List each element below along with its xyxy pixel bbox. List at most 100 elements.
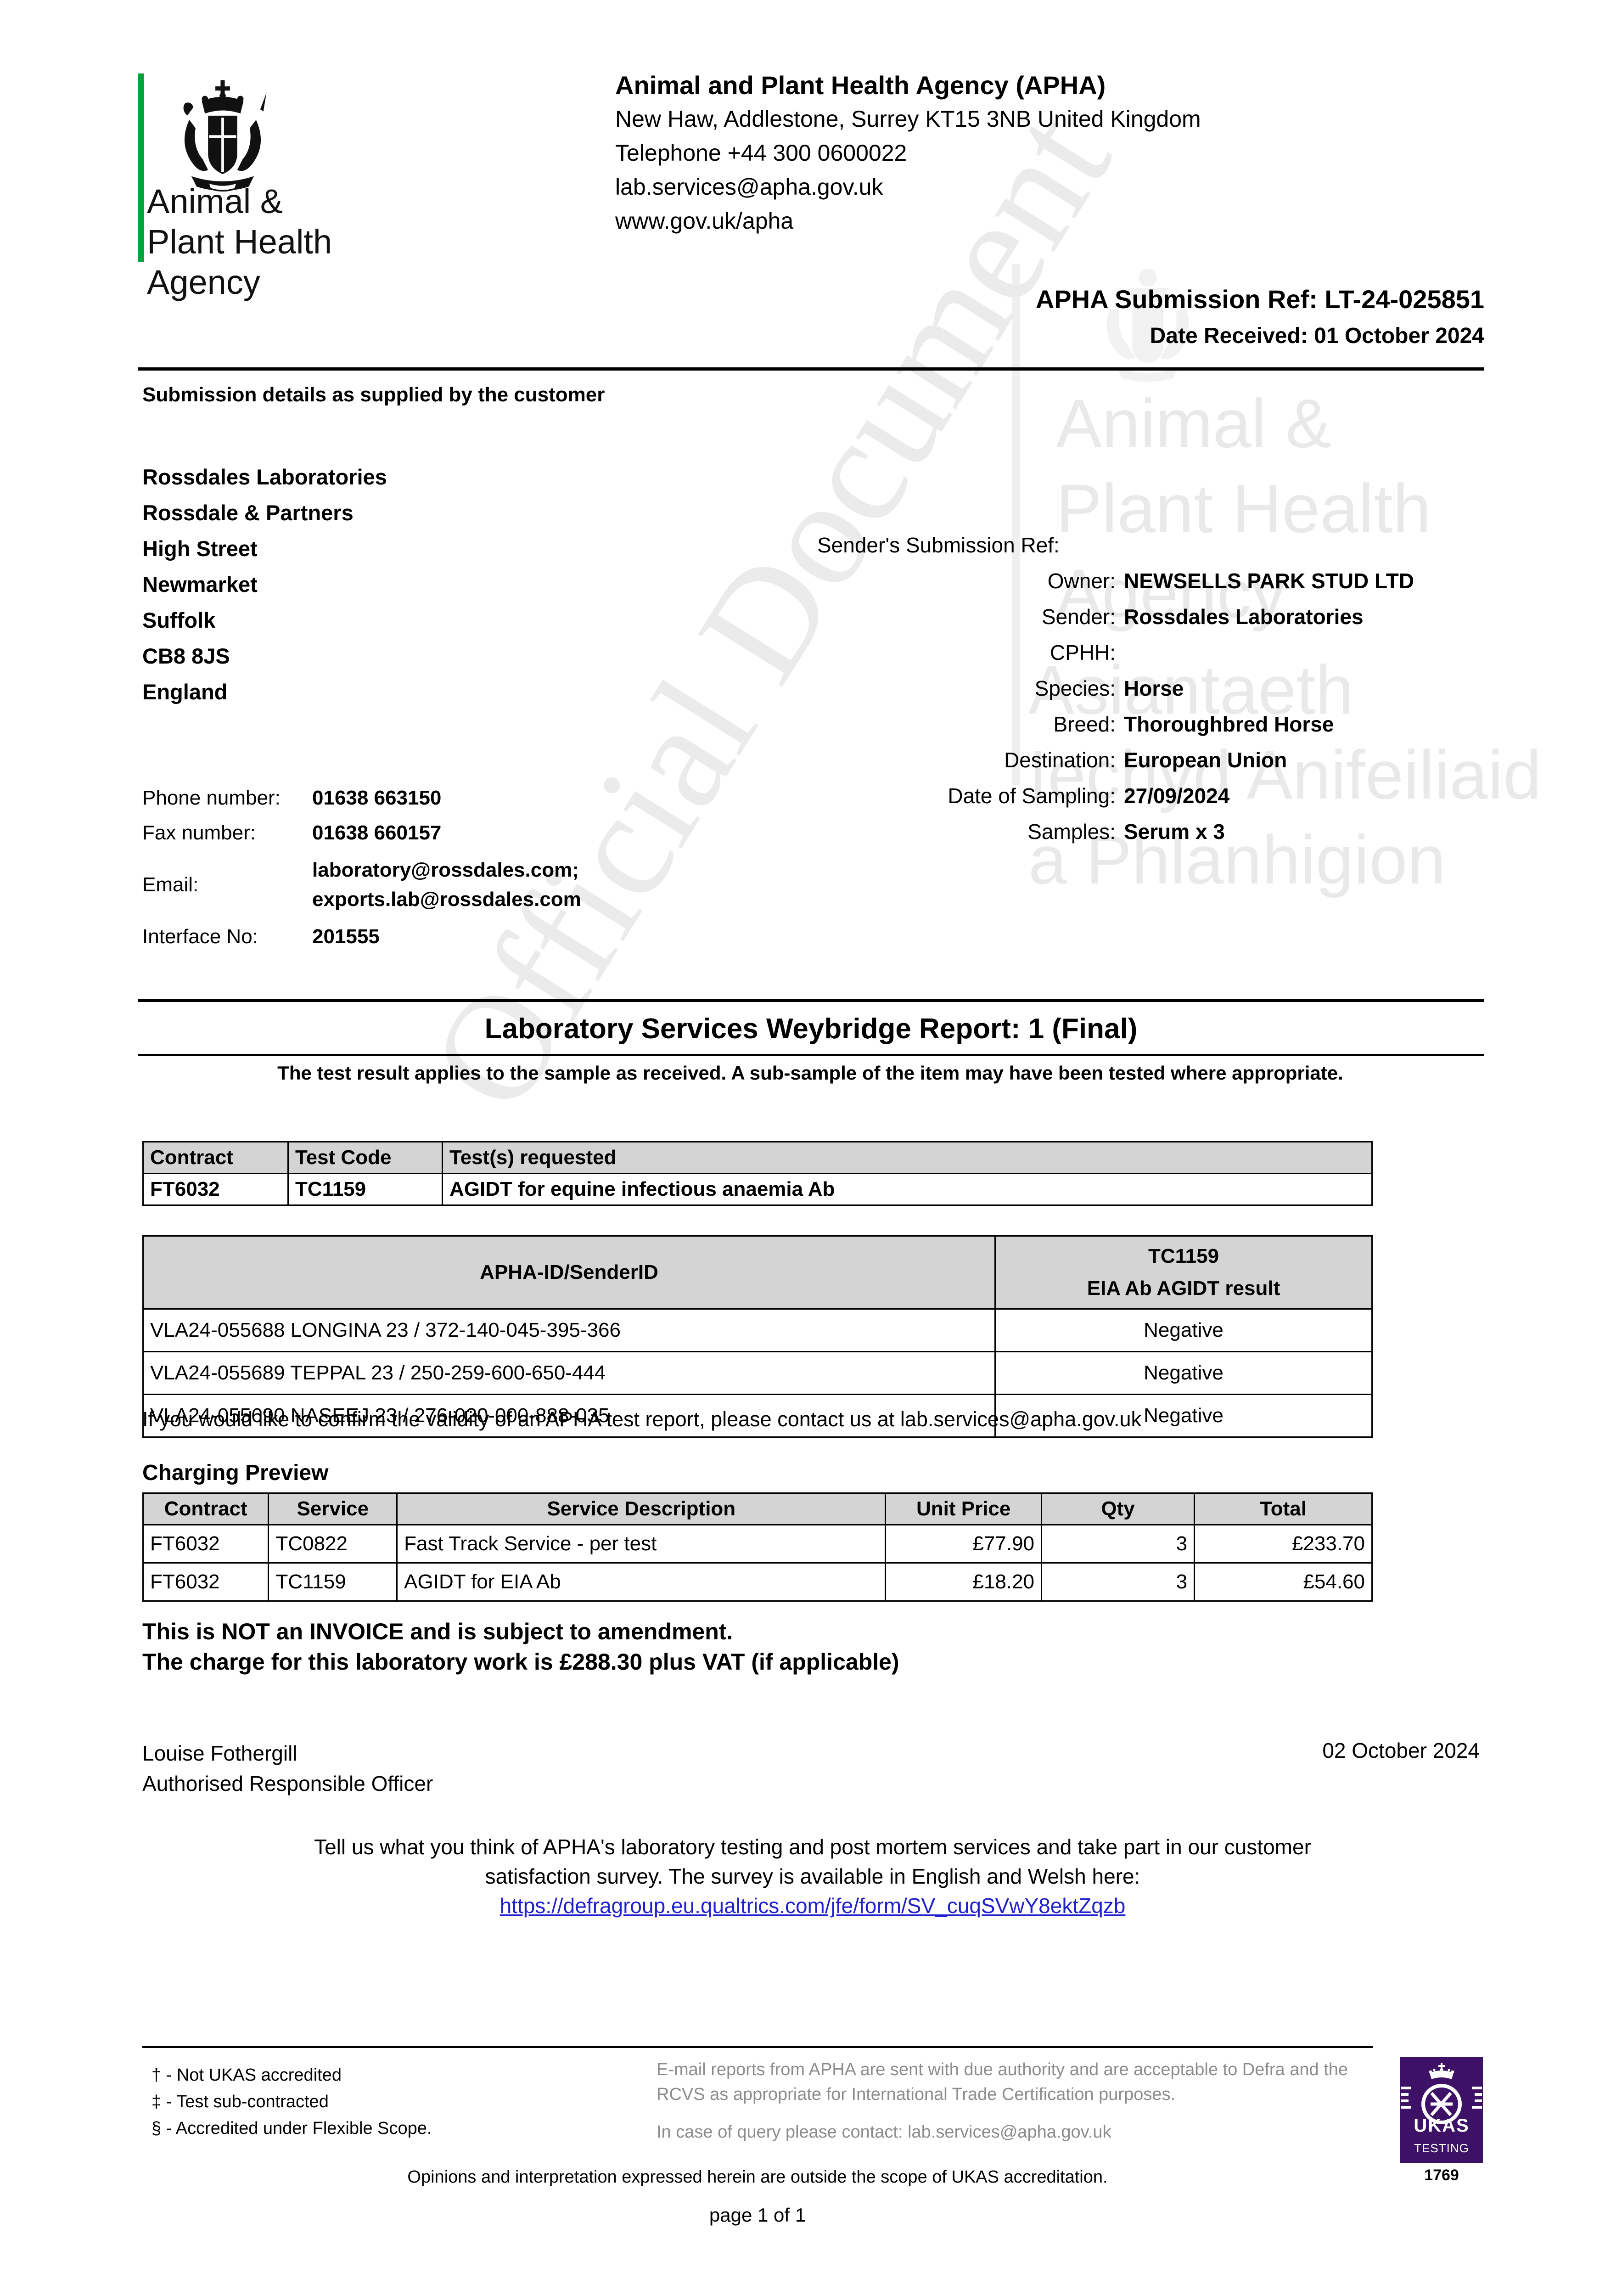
th-result-name: EIA Ab AGIDT result [1087, 1277, 1280, 1300]
table-row: VLA24-055688 LONGINA 23 / 372-140-045-39… [142, 1308, 1373, 1352]
report-disclaimer: The test result applies to the sample as… [277, 1062, 1343, 1084]
agency-address: New Haw, Addlestone, Surrey KT15 3NB Uni… [615, 106, 1201, 132]
cell-unit-price: £77.90 [885, 1524, 1043, 1564]
signature-block: Louise Fothergill Authorised Responsible… [142, 1738, 433, 1799]
table-row: FT6032 TC0822 Fast Track Service - per t… [142, 1524, 1373, 1564]
th-contract: Contract [142, 1492, 269, 1525]
th-tests-requested: Test(s) requested [442, 1141, 1373, 1174]
signatory-role: Authorised Responsible Officer [142, 1772, 433, 1795]
fax-label: Fax number: [142, 822, 256, 844]
cell-sample-id: VLA24-055689 TEPPAL 23 / 250-259-600-650… [142, 1351, 996, 1395]
meta-row-owner: Owner: NEWSELLS PARK STUD LTD [817, 568, 1487, 604]
cell-result: Negative [994, 1394, 1373, 1438]
watermark-divider-bar [1012, 264, 1020, 785]
interface-value: 201555 [312, 925, 380, 948]
watermark-crest-icon [1106, 269, 1189, 382]
footer-legend: † - Not UKAS accredited ‡ - Test sub-con… [152, 2062, 432, 2142]
th-unit-price: Unit Price [885, 1492, 1043, 1525]
table-row: FT6032 TC1159 AGIDT for EIA Ab £18.20 3 … [142, 1562, 1373, 1602]
apha-logo-wordmark: Animal & Plant Health Agency [147, 182, 332, 301]
customer-survey-block: Tell us what you think of APHA's laborat… [220, 1832, 1405, 1920]
destination-value: European Union [1124, 748, 1287, 772]
address-line: High Street [142, 536, 258, 561]
table-row: VLA24-055690 NASEEJ 23 / 276-020-000-888… [142, 1394, 1373, 1438]
cell-service: TC0822 [268, 1524, 398, 1564]
cell-service-description: Fast Track Service - per test [396, 1524, 887, 1564]
interface-label: Interface No: [142, 925, 258, 948]
th-service: Service [268, 1492, 398, 1525]
brand-green-bar [138, 73, 144, 262]
sender-value: Rossdales Laboratories [1124, 605, 1364, 629]
cell-test-code: TC1159 [287, 1173, 443, 1206]
email-value: laboratory@rossdales.com; exports.lab@ro… [312, 859, 581, 911]
not-invoice-line1: This is NOT an INVOICE and is subject to… [142, 1619, 733, 1644]
ukas-label: UKAS [1414, 2116, 1470, 2136]
ukas-logo-box: UKAS TESTING [1400, 2057, 1483, 2163]
contact-row-interface: Interface No: 201555 [142, 919, 739, 954]
breed-label: Breed: [1053, 712, 1116, 736]
footer-email-note: E-mail reports from APHA are sent with d… [657, 2060, 1348, 2104]
contact-row-email: Email: laboratory@rossdales.com; exports… [142, 850, 739, 919]
address-line: Rossdale & Partners [142, 501, 354, 525]
cell-service: TC1159 [268, 1562, 398, 1602]
charging-preview-heading: Charging Preview [142, 1461, 329, 1485]
owner-label: Owner: [1047, 569, 1116, 593]
signatory-name: Louise Fothergill [142, 1741, 297, 1765]
legend-sub-contracted: ‡ - Test sub-contracted [152, 2092, 329, 2111]
date-received: Date Received: 01 October 2024 [1150, 324, 1484, 348]
royal-crest-icon [183, 80, 267, 192]
submission-details-heading: Submission details as supplied by the cu… [142, 383, 605, 406]
not-invoice-line2: The charge for this laboratory work is £… [142, 1649, 899, 1675]
samples-value: Serum x 3 [1124, 820, 1225, 844]
contact-row-phone: Phone number: 01638 663150 [142, 781, 739, 816]
meta-row-destination: Destination: European Union [817, 748, 1487, 783]
th-result-column: TC1159 EIA Ab AGIDT result [994, 1235, 1373, 1310]
address-line: Suffolk [142, 608, 216, 632]
th-test-code: Test Code [287, 1141, 443, 1174]
cell-contract: FT6032 [142, 1524, 269, 1564]
submission-reference-block: APHA Submission Ref: LT-24-025851 Date R… [138, 280, 1484, 354]
cell-test-description: AGIDT for equine infectious anaemia Ab [442, 1173, 1373, 1206]
phone-value: 01638 663150 [312, 787, 442, 809]
meta-row-date-sampling: Date of Sampling: 27/09/2024 [817, 783, 1487, 819]
cell-service-description: AGIDT for EIA Ab [396, 1562, 887, 1602]
ukas-crown-icon [1401, 2063, 1482, 2124]
table-header-row: APHA-ID/SenderID TC1159 EIA Ab AGIDT res… [142, 1235, 1373, 1310]
owner-value: NEWSELLS PARK STUD LTD [1124, 569, 1414, 593]
cell-contract: FT6032 [142, 1562, 269, 1602]
cell-result: Negative [994, 1351, 1373, 1395]
footer-divider [142, 2046, 1373, 2048]
header-divider [138, 367, 1484, 371]
cphh-label: CPHH: [1050, 641, 1116, 664]
survey-link[interactable]: https://defragroup.eu.qualtrics.com/jfe/… [500, 1894, 1126, 1918]
page-number: page 1 of 1 [709, 2204, 806, 2226]
th-service-description: Service Description [396, 1492, 887, 1525]
customer-address: Rossdales Laboratories Rossdale & Partne… [142, 459, 387, 710]
agency-email: lab.services@apha.gov.uk [615, 174, 883, 200]
submission-ref: APHA Submission Ref: LT-24-025851 [1035, 285, 1484, 314]
agency-telephone: Telephone +44 300 0600022 [615, 140, 907, 166]
table-header-row: Contract Test Code Test(s) requested [142, 1141, 1373, 1174]
footer-query-note: In case of query please contact: lab.ser… [657, 2122, 1111, 2142]
species-value: Horse [1124, 676, 1184, 700]
table-header-row: Contract Service Service Description Uni… [142, 1492, 1373, 1525]
survey-line2: satisfaction survey. The survey is avail… [485, 1864, 1140, 1888]
destination-label: Destination: [1004, 748, 1116, 772]
validity-note: If you would like to confirm the validit… [142, 1407, 1141, 1431]
ukas-sublabel: TESTING [1414, 2141, 1469, 2155]
report-date: 02 October 2024 [1322, 1739, 1480, 1762]
date-sampling-label: Date of Sampling: [948, 784, 1116, 808]
cell-total: £54.60 [1194, 1562, 1373, 1602]
customer-contact-block: Phone number: 01638 663150 Fax number: 0… [142, 781, 739, 954]
cell-sample-id: VLA24-055690 NASEEJ 23 / 276-020-000-888… [142, 1394, 996, 1438]
cell-qty: 3 [1041, 1562, 1195, 1602]
legend-flexible-scope: § - Accredited under Flexible Scope. [152, 2119, 432, 2138]
results-table: APHA-ID/SenderID TC1159 EIA Ab AGIDT res… [142, 1235, 1373, 1438]
cell-result: Negative [994, 1308, 1373, 1352]
sender-label: Sender: [1041, 605, 1116, 629]
th-contract: Contract [142, 1141, 289, 1174]
meta-row-breed: Breed: Thoroughbred Horse [817, 712, 1487, 748]
cell-total: £233.70 [1194, 1524, 1373, 1564]
table-row: FT6032 TC1159 AGIDT for equine infectiou… [142, 1173, 1373, 1206]
meta-row-species: Species: Horse [817, 676, 1487, 712]
